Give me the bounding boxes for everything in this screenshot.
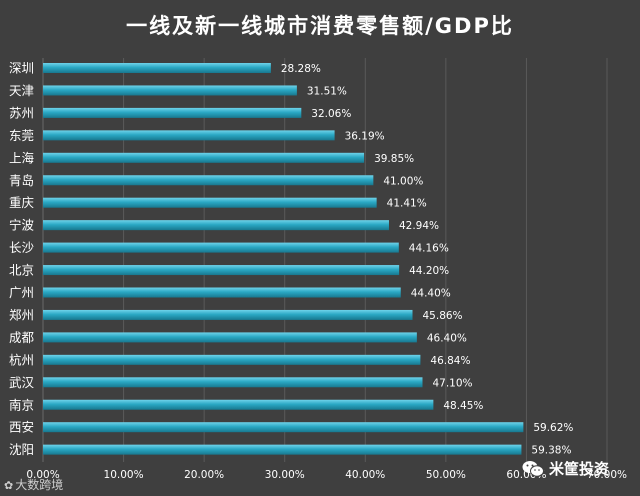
data-label: 44.16% <box>409 243 449 255</box>
category-label: 广州 <box>9 285 34 300</box>
category-label: 苏州 <box>9 105 34 120</box>
x-tick-label: 70.00% <box>587 469 627 481</box>
category-label: 武汉 <box>9 375 35 390</box>
data-label: 47.10% <box>432 377 472 389</box>
watermark-left-text: 大数跨境 <box>15 478 64 492</box>
watermark-logo-icon: ✿ <box>4 479 14 492</box>
bar <box>43 399 434 410</box>
bar <box>43 354 421 365</box>
data-label: 59.62% <box>533 422 573 434</box>
bar <box>43 220 389 231</box>
wechat-icon <box>522 460 544 477</box>
data-label: 45.86% <box>423 310 463 322</box>
watermark-left: ✿ 大数跨境 <box>4 476 63 493</box>
data-label: 28.28% <box>281 63 321 75</box>
category-label: 青岛 <box>9 173 34 188</box>
category-label: 成都 <box>9 330 35 345</box>
bar <box>43 242 399 253</box>
data-label: 44.40% <box>411 288 451 300</box>
x-tick-label: 0.00% <box>26 469 59 481</box>
bar <box>43 265 400 276</box>
x-tick-label: 50.00% <box>426 469 466 481</box>
data-label: 41.41% <box>387 198 427 210</box>
bar <box>43 422 524 433</box>
data-label: 42.94% <box>399 220 439 232</box>
data-label: 46.84% <box>430 355 470 367</box>
bar <box>43 152 365 163</box>
bar <box>43 287 401 298</box>
category-label: 天津 <box>9 83 34 98</box>
watermark-right-text: 米筐投资 <box>549 460 610 478</box>
x-tick-label: 10.00% <box>104 469 144 481</box>
bar <box>43 197 377 208</box>
data-label: 48.45% <box>443 400 483 412</box>
x-tick-label: 30.00% <box>265 469 305 481</box>
category-label: 长沙 <box>9 240 35 255</box>
x-tick-label: 40.00% <box>345 469 385 481</box>
bar <box>43 85 297 96</box>
category-label: 宁波 <box>9 218 35 233</box>
data-label: 36.19% <box>345 130 385 142</box>
bar <box>43 332 417 343</box>
data-label: 32.06% <box>311 108 351 120</box>
category-label: 沈阳 <box>9 442 34 457</box>
bar <box>43 107 302 118</box>
category-label: 上海 <box>9 150 35 165</box>
data-label: 31.51% <box>307 85 347 97</box>
category-label: 南京 <box>9 397 34 412</box>
category-label: 重庆 <box>9 195 35 210</box>
bar <box>43 63 271 73</box>
category-label: 北京 <box>9 263 34 278</box>
category-label: 郑州 <box>9 307 34 322</box>
data-label: 39.85% <box>374 153 414 165</box>
data-label: 44.20% <box>409 265 449 277</box>
chart-title: 一线及新一线城市消费零售额/GDP比 <box>126 14 514 38</box>
x-tick-label: 20.00% <box>184 469 224 481</box>
bar <box>43 377 423 388</box>
data-label: 59.38% <box>531 445 571 457</box>
data-label: 41.00% <box>383 175 423 187</box>
category-label: 西安 <box>9 420 34 435</box>
bar <box>43 444 522 455</box>
bar <box>43 130 335 141</box>
data-label: 46.40% <box>427 332 467 344</box>
bar <box>43 175 374 186</box>
watermark-right: 米筐投资 <box>522 458 609 479</box>
category-label: 东莞 <box>9 128 34 143</box>
category-label: 杭州 <box>9 352 34 367</box>
category-label: 深圳 <box>9 61 34 76</box>
bar <box>43 309 413 320</box>
